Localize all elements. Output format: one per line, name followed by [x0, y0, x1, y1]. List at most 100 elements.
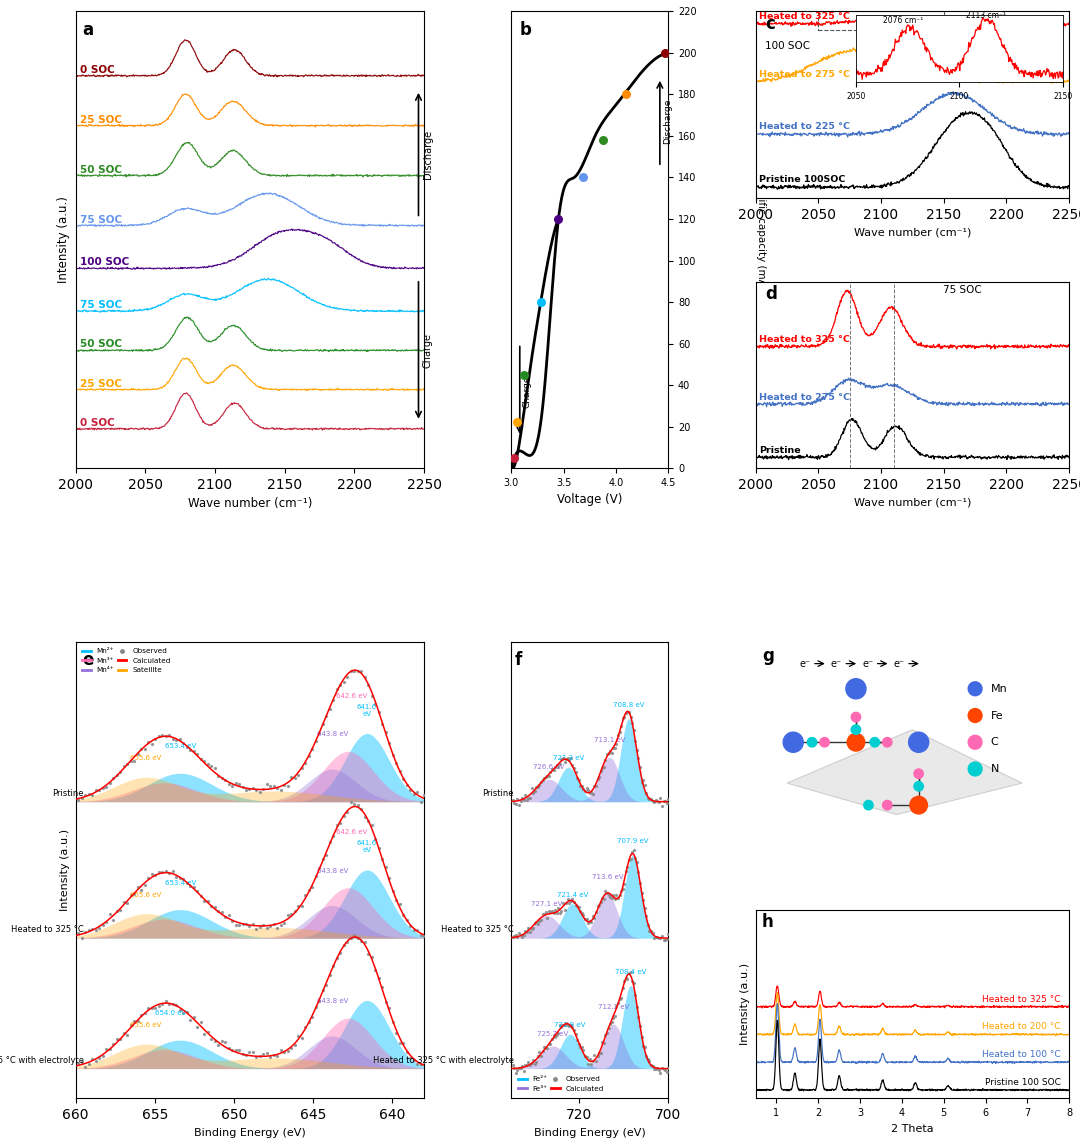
Text: 50 SOC: 50 SOC — [80, 340, 122, 350]
Point — [241, 1043, 258, 1062]
Point — [321, 699, 338, 717]
Point — [625, 974, 643, 992]
Point — [143, 734, 160, 753]
Point — [161, 725, 178, 744]
Point — [615, 709, 632, 728]
Point — [651, 789, 669, 808]
Point — [356, 934, 374, 952]
Point — [408, 921, 426, 939]
Point — [550, 899, 567, 917]
Point — [546, 901, 564, 920]
Point — [252, 782, 269, 801]
Point — [352, 800, 369, 818]
Text: Pristine 100 SOC: Pristine 100 SOC — [985, 1078, 1061, 1087]
Point — [573, 1038, 591, 1056]
Point — [542, 903, 559, 921]
Point — [571, 901, 589, 920]
Point — [97, 778, 114, 796]
Text: 713.6 eV: 713.6 eV — [592, 874, 623, 880]
Point — [539, 766, 556, 785]
Point — [244, 779, 261, 797]
Point — [102, 774, 119, 793]
Point — [227, 1041, 244, 1059]
Text: 653.4 eV: 653.4 eV — [164, 880, 195, 885]
Point — [588, 903, 605, 921]
Point — [318, 976, 335, 994]
Text: 727.1 eV: 727.1 eV — [531, 900, 563, 906]
Point — [397, 776, 415, 794]
Text: Pristine 100SOC: Pristine 100SOC — [759, 175, 846, 184]
Circle shape — [968, 736, 982, 749]
Point — [275, 914, 293, 932]
Point — [80, 1055, 97, 1073]
Point — [374, 850, 391, 868]
Point — [391, 762, 408, 780]
Point — [545, 761, 563, 779]
Point — [543, 901, 561, 920]
Point — [286, 903, 303, 921]
Point — [261, 916, 279, 935]
Point — [625, 841, 643, 859]
Point — [349, 929, 366, 947]
Point — [161, 994, 178, 1012]
Point — [548, 1026, 565, 1044]
Point — [653, 1058, 671, 1077]
Point — [311, 724, 328, 742]
Point — [599, 744, 617, 762]
Point — [646, 1059, 663, 1078]
Point — [611, 885, 629, 904]
Point — [391, 1033, 408, 1051]
Point — [508, 927, 525, 945]
Point — [565, 892, 582, 911]
Point — [643, 922, 660, 940]
Point — [626, 731, 644, 749]
Point — [605, 739, 622, 757]
Point — [342, 662, 360, 681]
Point — [584, 907, 602, 925]
Text: Heated to 325 °C with electrolyte: Heated to 325 °C with electrolyte — [0, 1056, 83, 1065]
Point — [133, 1006, 150, 1024]
Point — [598, 884, 616, 903]
Point — [139, 999, 157, 1017]
Point — [522, 1056, 539, 1074]
Text: Pristine: Pristine — [759, 446, 801, 454]
Point — [408, 782, 426, 801]
Point — [210, 901, 227, 920]
Text: 0 SOC: 0 SOC — [80, 65, 114, 74]
Point — [73, 788, 91, 807]
X-axis label: Wave number (cm⁻¹): Wave number (cm⁻¹) — [853, 228, 971, 237]
Point — [512, 792, 529, 810]
Point — [266, 1046, 283, 1064]
X-axis label: Wave number (cm⁻¹): Wave number (cm⁻¹) — [188, 498, 312, 510]
Point — [303, 740, 321, 758]
Point — [280, 906, 297, 924]
Point — [349, 796, 366, 815]
Point — [634, 771, 651, 789]
Point — [536, 1038, 553, 1056]
Point — [654, 1059, 672, 1078]
Point — [130, 877, 147, 896]
Point — [294, 1028, 311, 1047]
Point — [116, 756, 133, 774]
Point — [147, 999, 164, 1017]
Point — [592, 893, 609, 912]
Point — [370, 839, 388, 857]
Point — [391, 896, 408, 914]
Point — [335, 673, 352, 691]
Point — [513, 928, 530, 946]
Point — [626, 986, 644, 1004]
Text: g: g — [761, 648, 773, 666]
Point — [94, 1047, 111, 1065]
Point — [210, 1036, 227, 1055]
Point — [366, 696, 383, 714]
Point — [523, 920, 540, 938]
Point — [167, 996, 185, 1015]
Point — [623, 971, 640, 990]
Point — [526, 914, 543, 932]
Text: 708.8 eV: 708.8 eV — [613, 701, 645, 708]
Point — [87, 781, 105, 800]
Point — [636, 1038, 653, 1056]
Point — [632, 874, 649, 892]
Point — [150, 863, 167, 881]
Point — [206, 898, 224, 916]
